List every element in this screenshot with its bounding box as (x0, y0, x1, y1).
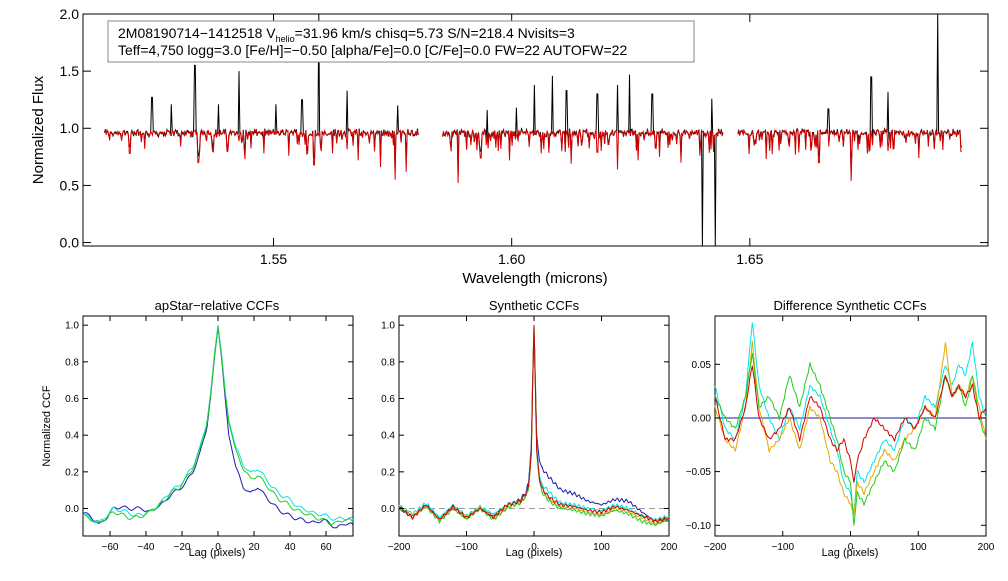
difference_ccf-series-orange (714, 340, 987, 515)
difference_ccf-series-green (714, 352, 987, 526)
apstar_ccf-series-navy (82, 326, 354, 529)
synthetic_ccf-series-navy (398, 326, 670, 523)
synthetic_ccf-y-tick-label: 1.0 (381, 321, 395, 332)
synthetic_ccf-y-tick-label: 0.8 (381, 357, 395, 368)
spectrum-y-tick-label: 2.0 (60, 6, 80, 22)
synthetic_ccf-series-orange (398, 326, 670, 526)
annotation-box (107, 20, 695, 63)
synthetic-ccf-y-ticks: 0.0 0.2 0.4 0.6 0.8 1.0 (381, 321, 669, 515)
spectrum-x-tick-label: 1.65 (736, 251, 763, 267)
apstar_ccf-y-tick-label: 0.8 (65, 357, 79, 368)
difference-ccf-panel: Difference Synthetic CCFs −0.10 −0.05 0.00… (686, 298, 995, 559)
difference_ccf-x-tick-label: −200 (704, 542, 727, 553)
difference_ccf-y-tick-label: −0.10 (686, 521, 712, 532)
spectrum-x-tick-label: 1.55 (260, 251, 287, 267)
apstar_ccf-series-cyan (82, 324, 354, 523)
synthetic-ccf-series (398, 324, 670, 527)
spectrum-x-axis-label: Wavelength (microns) (462, 270, 607, 287)
spectrum-series (103, 13, 963, 247)
spectrum-y-tick-label: 0.0 (60, 234, 80, 250)
difference-ccf-x-ticks: −200 −100 0 100 200 (704, 316, 995, 553)
synthetic_ccf-x-tick-label: −100 (455, 542, 478, 553)
apstar-ccf-series (82, 324, 354, 529)
annotation-params-1: =31.96 km/s chisq=5.73 S/N=218.4 Nvisits… (295, 25, 575, 41)
spectrum-observed-chip-3 (737, 13, 963, 175)
synthetic-ccf-x-ticks: −200 −100 0 100 200 (388, 316, 678, 553)
difference_ccf-x-tick-label: 200 (978, 542, 995, 553)
spectrum-y-tick-label: 1.5 (60, 63, 80, 79)
synthetic_ccf-x-tick-label: 200 (661, 542, 678, 553)
annotation-line-1: 2M08190714−1412518 Vhelio=31.96 km/s chi… (118, 25, 575, 44)
apstar_ccf-x-tick-label: 40 (284, 542, 296, 553)
apstar_ccf-x-tick-label: −60 (102, 542, 119, 553)
apstar_ccf-x-tick-label: 60 (320, 542, 332, 553)
synthetic-ccf-title: Synthetic CCFs (489, 298, 580, 313)
spectrum-panel: 0.0 0.5 1.0 1.5 2.0 1.55 1.60 1.65 Wavelength … (30, 6, 989, 287)
spectrum-y-axis-label: Normalized Flux (30, 75, 47, 184)
apstar_ccf-y-tick-label: 0.0 (65, 504, 79, 515)
apstar-ccf-x-axis-label: Lag (pixels) (189, 547, 246, 559)
apstar-ccf-plot-frame (82, 315, 354, 537)
spectrum-x-ticks: 1.55 1.60 1.65 (260, 14, 764, 267)
synthetic_ccf-y-tick-label: 0.4 (381, 431, 395, 442)
apstar_ccf-x-tick-label: −20 (174, 542, 191, 553)
apstar_ccf-series-green (82, 326, 354, 526)
synthetic_ccf-series-red (398, 324, 670, 523)
apstar-ccf-title: apStar−relative CCFs (155, 298, 280, 313)
synthetic_ccf-series-green (398, 326, 670, 527)
difference-ccf-x-axis-label: Lag (pixels) (822, 547, 879, 559)
synthetic-ccf-panel: Synthetic CCFs 0.0 0.2 0.4 0.6 0.8 1.0 −200 −1… (381, 298, 678, 559)
spectrum-y-tick-label: 0.5 (60, 177, 80, 193)
spectrum-y-tick-label: 1.0 (60, 120, 80, 136)
annotation-line-2: Teff=4,750 logg=3.0 [Fe/H]=−0.50 [alpha/… (118, 42, 627, 58)
synthetic_ccf-x-tick-label: −200 (388, 542, 411, 553)
apstar_ccf-y-tick-label: 0.2 (65, 467, 79, 478)
synthetic_ccf-y-tick-label: 0.0 (381, 504, 395, 515)
difference-ccf-plot-frame (714, 315, 987, 537)
difference_ccf-y-tick-label: 0.05 (692, 360, 712, 371)
synthetic_ccf-y-tick-label: 0.6 (381, 394, 395, 405)
difference_ccf-y-tick-label: −0.05 (686, 467, 712, 478)
difference-ccf-series (714, 322, 987, 526)
synthetic_ccf-y-tick-label: 0.2 (381, 467, 395, 478)
spectrum-model-chip-1 (103, 128, 419, 180)
spectrum-model-chip-2 (442, 128, 724, 184)
difference-ccf-y-ticks: −0.10 −0.05 0.00 0.05 (686, 360, 986, 532)
apstar-ccf-y-axis-label: Normalized CCF (41, 385, 53, 467)
apstar_ccf-y-tick-label: 0.6 (65, 394, 79, 405)
annotation-subscript: helio (276, 34, 295, 44)
spectrum-x-tick-label: 1.60 (498, 251, 525, 267)
difference_ccf-x-tick-label: 0 (848, 542, 854, 553)
difference_ccf-x-tick-label: 100 (910, 542, 927, 553)
synthetic-ccf-x-axis-label: Lag (pixels) (506, 547, 563, 559)
apstar-ccf-y-ticks: 0.0 0.2 0.4 0.6 0.8 1.0 (65, 321, 353, 515)
apstar_ccf-x-tick-label: 20 (248, 542, 260, 553)
apstar_ccf-y-tick-label: 1.0 (65, 321, 79, 332)
spectrum-plot-frame (82, 13, 989, 247)
synthetic_ccf-x-tick-label: 100 (593, 542, 610, 553)
apstar-ccf-x-ticks: −60 −40 −20 0 20 40 60 (102, 316, 332, 553)
synthetic_ccf-series-cyan (398, 324, 670, 521)
spectrum-model-chip-3 (737, 128, 962, 181)
difference_ccf-y-tick-label: 0.00 (692, 413, 712, 424)
spectrum-y-ticks: 0.0 0.5 1.0 1.5 2.0 (60, 6, 988, 250)
difference_ccf-x-tick-label: −100 (771, 542, 794, 553)
apstar_ccf-y-tick-label: 0.4 (65, 431, 79, 442)
apstar-ccf-panel: apStar−relative CCFs 0.00.20.40.60.81.0 … (41, 298, 354, 559)
apstar_ccf-x-tick-label: 0 (215, 542, 221, 553)
difference_ccf-series-red (714, 365, 987, 483)
difference-ccf-title: Difference Synthetic CCFs (774, 298, 927, 313)
synthetic_ccf-x-tick-label: 0 (531, 542, 537, 553)
apstar_ccf-x-tick-label: −40 (138, 542, 155, 553)
annotation-star-id: 2M08190714−1412518 V (118, 25, 276, 41)
